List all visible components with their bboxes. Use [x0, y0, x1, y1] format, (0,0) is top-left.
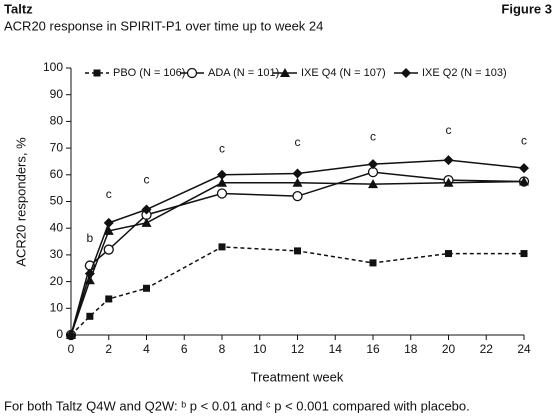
x-tick-label: 8 [219, 342, 226, 356]
x-tick-label: 20 [442, 342, 456, 356]
figure-label: Figure 3 [501, 1, 552, 16]
annotation: c [219, 142, 225, 156]
marker [186, 67, 198, 79]
brand: Taltz [4, 1, 33, 16]
y-tick-label: 0 [56, 327, 63, 341]
x-axis-label: Treatment week [251, 369, 344, 384]
series-line [70, 246, 524, 336]
y-tick-label: 60 [50, 167, 64, 181]
marker [66, 330, 76, 340]
marker [443, 155, 454, 166]
x-tick-label: 10 [253, 342, 267, 356]
marker [218, 243, 226, 251]
annotation: c [295, 135, 301, 149]
y-tick-label: 10 [50, 300, 64, 314]
chart-title: ACR20 response in SPIRIT-P1 over time up… [4, 18, 323, 33]
y-tick-label: 90 [50, 87, 64, 101]
x-tick-label: 12 [291, 342, 305, 356]
marker [292, 191, 303, 202]
x-tick-label: 6 [181, 342, 188, 356]
marker [141, 204, 152, 215]
series-line [70, 180, 525, 336]
y-tick-label: 20 [50, 274, 64, 288]
marker [519, 176, 529, 186]
marker [368, 179, 378, 189]
marker [368, 159, 378, 170]
legend-label: IXE Q2 (N = 103) [422, 67, 507, 79]
legend-label: PBO (N = 106) [113, 67, 185, 79]
marker [93, 69, 101, 77]
x-tick-label: 14 [329, 342, 343, 356]
marker [280, 68, 290, 77]
y-tick-label: 40 [50, 220, 64, 234]
marker [445, 250, 452, 258]
x-tick-label: 22 [480, 342, 494, 356]
x-tick-label: 2 [105, 342, 112, 356]
marker [369, 259, 377, 267]
marker [294, 247, 301, 255]
annotation: c [370, 130, 376, 144]
x-tick-label: 4 [143, 342, 150, 356]
marker [292, 168, 303, 179]
marker [217, 169, 227, 180]
marker [443, 177, 454, 187]
footnote: For both Taltz Q4W and Q2W: ᵇ p < 0.01 a… [4, 398, 470, 413]
marker [141, 217, 152, 227]
x-tick-label: 0 [68, 342, 75, 356]
x-tick-label: 16 [366, 342, 380, 356]
y-tick-label: 70 [50, 140, 64, 154]
x-tick-label: 24 [517, 342, 531, 356]
marker [520, 250, 528, 258]
y-tick-label: 30 [50, 247, 64, 261]
marker [105, 295, 113, 303]
marker [217, 177, 227, 187]
marker [103, 217, 114, 228]
annotation: c [446, 123, 452, 137]
marker [216, 188, 228, 199]
y-tick-label: 50 [50, 194, 64, 208]
x-tick-label: 18 [404, 342, 418, 356]
marker [103, 244, 114, 255]
y-tick-label: 80 [50, 114, 64, 128]
y-axis-label: ACR20 responders, % [13, 137, 28, 267]
legend-label: ADA (N = 101) [208, 67, 279, 79]
marker [103, 225, 114, 235]
y-tick-label: 100 [43, 60, 63, 74]
marker [143, 284, 150, 292]
marker [86, 312, 94, 320]
marker [401, 68, 411, 78]
marker [84, 268, 95, 279]
annotation: c [106, 187, 112, 201]
annotation: c [144, 172, 150, 186]
marker [292, 177, 303, 187]
marker [519, 163, 529, 174]
annotation: b [87, 231, 94, 245]
legend-label: IXE Q4 (N = 107) [301, 67, 386, 79]
annotation: c [521, 134, 527, 148]
